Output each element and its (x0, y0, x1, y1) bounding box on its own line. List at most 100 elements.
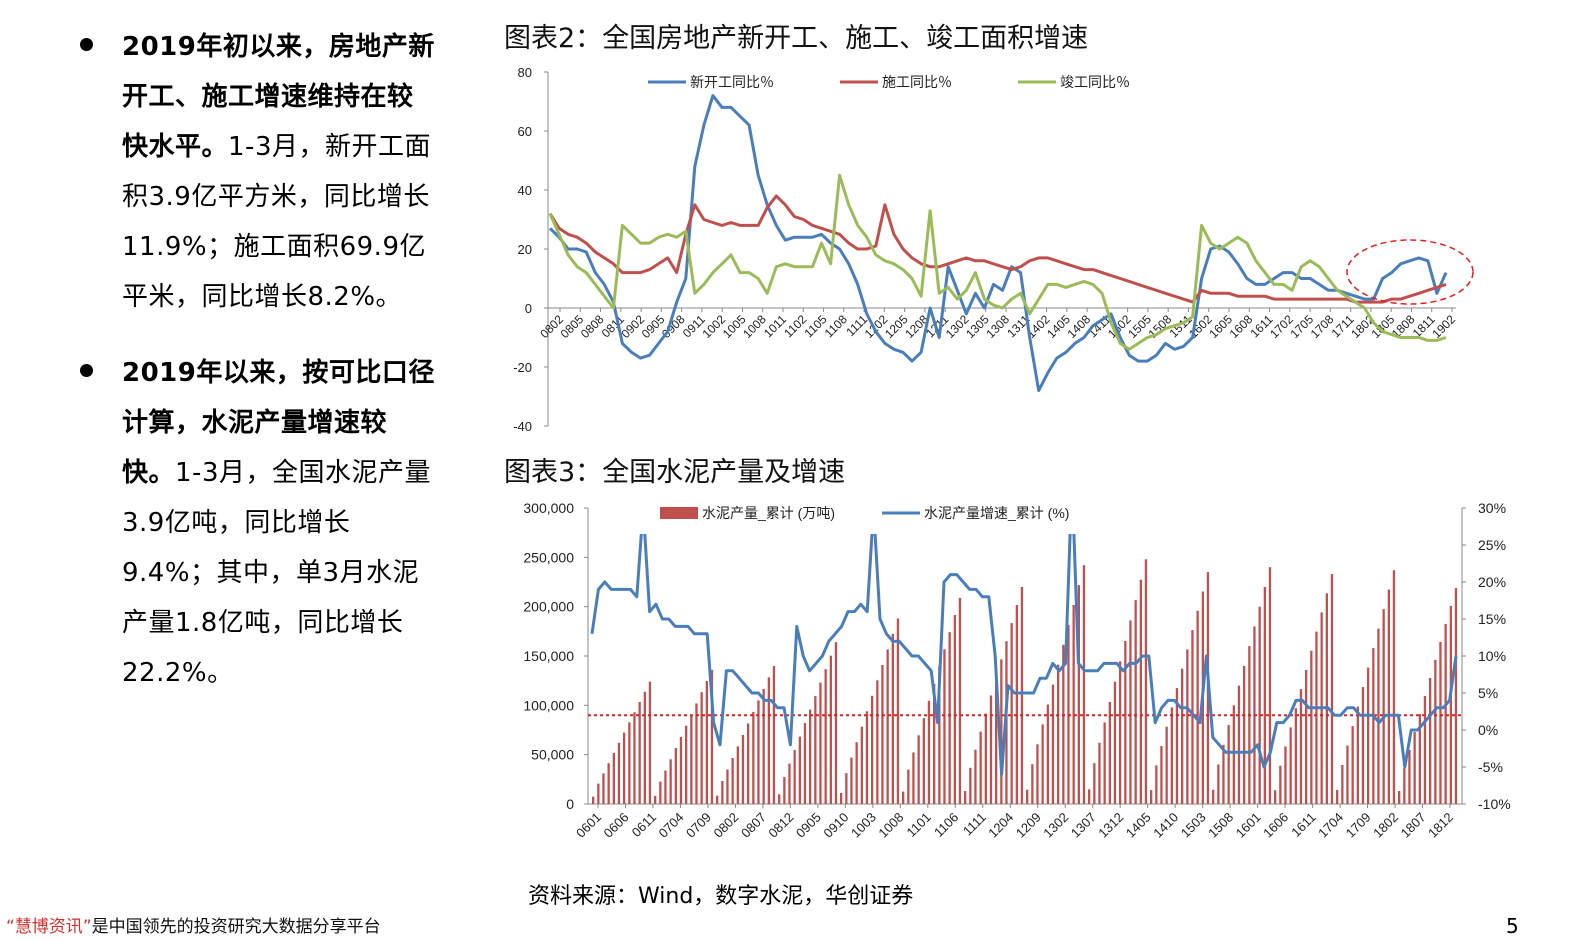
fig3-bar (953, 615, 956, 804)
fig3-right-tick-label: -10% (1478, 796, 1511, 812)
fig3-x-tick-label: 1209 (1013, 810, 1044, 841)
fig3-bar (1227, 725, 1230, 804)
fig3-bar (1036, 744, 1039, 804)
fig3-bar (1170, 707, 1173, 804)
fig3-bar (710, 669, 714, 804)
fig3-x-tick-label: 1302 (1040, 810, 1071, 841)
fig3-bar (1155, 765, 1158, 804)
fig3-bar (705, 681, 708, 804)
figure-2-title: 图表2：全国房地产新开工、施工、竣工面积增速 (504, 23, 1089, 54)
page-number: 5 (1506, 914, 1519, 938)
fig3-bar (793, 750, 796, 804)
fig3-bar (829, 655, 832, 804)
fig3-bar (1315, 631, 1318, 804)
fig3-x-tick-label: 1812 (1425, 810, 1456, 841)
fig3-bar (1124, 640, 1127, 804)
fig3-bar (1454, 587, 1458, 804)
fig3-bar (1175, 688, 1179, 804)
fig3-bar (1181, 668, 1184, 804)
footer-brand: 慧博资讯 (14, 917, 83, 937)
fig3-bar (1336, 790, 1339, 804)
fig3-bar (969, 767, 972, 804)
fig2-series-line-2 (548, 194, 1447, 304)
fig3-bar (881, 664, 884, 804)
fig3-bar (1361, 687, 1365, 804)
fig3-bar (778, 794, 781, 804)
fig3-bar (607, 763, 610, 804)
fig3-bar (1088, 789, 1091, 804)
fig3-bar (1372, 648, 1375, 804)
fig3-bar (896, 618, 900, 804)
fig3-bar (1289, 727, 1292, 804)
bullet-item-2: 2019年以来，按可比口径计算，水泥产量增速较快。1-3月，全国水泥产量3.9亿… (78, 348, 438, 698)
fig3-right-tick-label: 0% (1478, 722, 1498, 738)
fig3-right-tick-label: 5% (1478, 685, 1498, 701)
fig3-bar (865, 711, 869, 804)
fig3-bar (612, 753, 615, 804)
fig3-bar (886, 649, 889, 804)
fig3-bar (1377, 628, 1380, 804)
fig3-x-tick-label: 1802 (1370, 810, 1401, 841)
fig3-bar (938, 666, 941, 804)
fig3-bar (757, 700, 760, 804)
fig3-bar (1093, 763, 1096, 804)
fig3-bar (1031, 764, 1034, 804)
fig3-bar (716, 795, 719, 804)
fig3-bar (824, 669, 827, 804)
fig3-bar (1439, 641, 1442, 804)
fig3-bar (933, 683, 936, 804)
fig3-growth-line (590, 534, 1458, 776)
fig2-legend-label-2: 施工同比％ (882, 74, 952, 90)
fig3-bar (1294, 708, 1297, 804)
fig3-right-tick-label: -5% (1478, 759, 1503, 775)
fig3-bar (690, 714, 693, 804)
fig3-bar (819, 682, 822, 804)
fig3-right-tick-label: 15% (1478, 611, 1506, 627)
fig3-legend-label-line: 水泥产量增速_累计 (%) (924, 505, 1069, 521)
fig3-bar (1196, 610, 1199, 804)
fig3-bar (1299, 689, 1303, 804)
fig3-x-tick-label: 1111 (960, 810, 989, 839)
fig3-bar (752, 711, 755, 804)
fig3-bar (876, 680, 879, 804)
fig3-bar (788, 763, 791, 804)
fig3-bar (1232, 705, 1235, 804)
fig3-x-tick-label: 0704 (656, 810, 687, 841)
fig3-bar (902, 791, 905, 804)
fig3-bar (927, 700, 931, 804)
fig2-y-tick-label: -40 (513, 419, 532, 434)
fig3-bar (1310, 650, 1313, 804)
fig3-bar (659, 781, 662, 804)
fig3-bar (1279, 765, 1282, 804)
fig3-bar (1367, 667, 1370, 804)
fig3-x-tick-label: 0910 (820, 810, 851, 841)
fig3-bar (1082, 565, 1086, 804)
fig3-bar (1103, 722, 1106, 804)
fig3-bar (964, 791, 967, 804)
fig3-bar (979, 731, 982, 804)
fig3-x-tick-label: 1008 (875, 810, 906, 841)
fig3-bar (1077, 585, 1080, 804)
fig3-bar (840, 792, 843, 804)
fig3-bar (1165, 726, 1168, 804)
fig3-bar (1434, 659, 1437, 804)
fig3-bar (664, 770, 667, 804)
fig3-bar (891, 634, 894, 804)
fig3-bar (912, 752, 915, 804)
bullet-dot (80, 38, 93, 51)
fig3-bar (628, 722, 631, 804)
fig3-bar (1237, 685, 1241, 804)
fig3-x-tick-label: 1807 (1398, 810, 1429, 841)
fig3-bar (1144, 559, 1148, 804)
fig2-y-tick-label: 20 (518, 242, 532, 257)
fig2-y-tick-label: -20 (513, 360, 532, 375)
fig3-x-tick-label: 1601 (1233, 810, 1264, 841)
fig3-bar (1217, 764, 1220, 804)
fig3-bar (1268, 567, 1272, 804)
fig3-bar (1418, 714, 1421, 804)
fig3-bar (974, 749, 977, 804)
fig3-bar (1026, 789, 1029, 804)
fig3-bar (731, 758, 734, 804)
fig2-legend-label-3: 竣工同比％ (1060, 74, 1130, 90)
fig3-bar (674, 748, 677, 804)
